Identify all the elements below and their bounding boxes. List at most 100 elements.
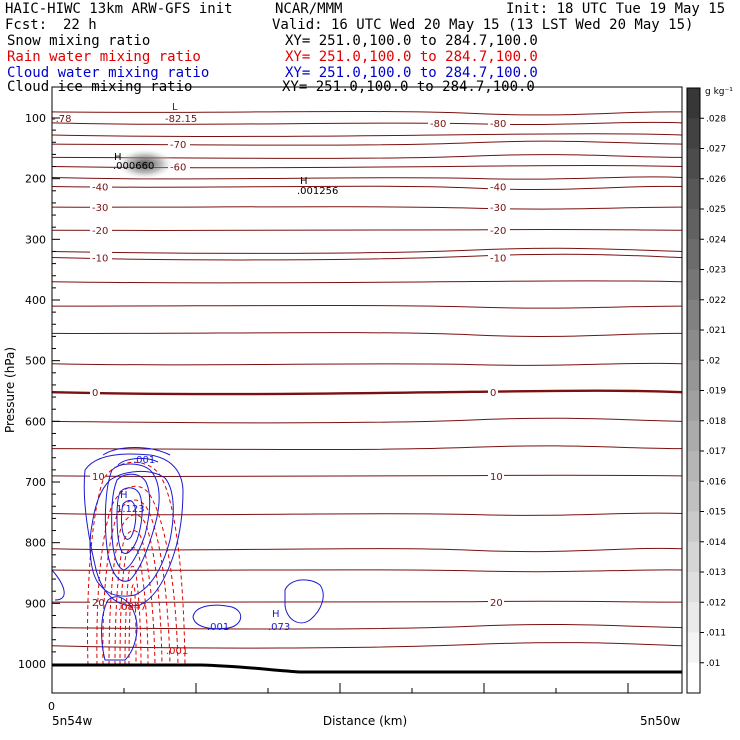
isotherm-label-bg [488,201,510,213]
isotherm-line [51,569,683,573]
isotherm-line [51,512,683,516]
isotherm-label: 10 [490,472,503,483]
y-tick-label: 600 [25,415,46,428]
y-tick-label: 800 [25,537,46,550]
isotherm-label: -80 [430,119,446,130]
colorbar-swatch [687,148,700,180]
isotherm-line [51,624,683,630]
isotherm-label-bg [168,160,190,172]
cw-label-top: .001 [133,455,155,466]
isotherm-label-bg [90,386,100,398]
x-end-location: 5n50w [640,714,681,728]
isotherm-label: -40 [92,183,108,194]
isotherm-line [51,642,683,649]
high-value-cw2: .073 [268,622,290,633]
isotherm-label-bg [488,224,510,236]
isotherm-label: 10 [92,472,105,483]
field-snow-xy: XY= 251.0,100.0 to 284.7,100.0 [285,33,538,49]
init-time: Init: 18 UTC Tue 19 May 15 [506,1,726,17]
colorbar-label: .02 [706,356,720,366]
colorbar-swatch [687,451,700,482]
isotherm-line [51,154,683,159]
colorbar-swatch [687,178,700,210]
colorbar-swatch [687,511,700,543]
colorbar-label: .018 [706,417,726,427]
colorbar-label: .021 [706,326,726,336]
colorbar-label: .026 [706,175,726,185]
isotherm-line [51,206,683,210]
isotherm-line [51,280,683,284]
isotherm-line [51,110,683,116]
isotherm-line [51,417,683,424]
colorbar-swatch [687,602,700,633]
x-axis-label: Distance (km) [323,714,407,728]
colorbar-label: .025 [706,205,726,215]
isotherm-label: -20 [490,226,506,237]
colorbar: .028 .027 .026 .025 .024 .023 .022 .021 .02 .019.… [686,87,726,694]
isotherm-label: -60 [170,163,186,174]
isotherm-line [51,332,683,337]
high-marker-snow: H [300,176,308,187]
cloud-water-contours [51,447,324,661]
cloud-ice-shading [115,148,175,180]
colorbar-label: .027 [706,145,726,155]
colorbar-label: .019 [706,387,726,397]
isotherm-line [51,185,683,190]
isotherm-line [51,304,683,309]
colorbar-label: .012 [706,598,726,608]
isotherm-label: 0 [490,388,496,399]
field-rain-name: Rain water mixing ratio [7,49,201,65]
field-cloudwater-xy: XY= 251.0,100.0 to 284.7,100.0 [285,65,538,81]
isotherm-line [51,389,683,396]
isotherm-line [51,176,683,180]
field-snow-name: Snow mixing ratio [7,33,151,49]
isotherm-line [51,228,683,232]
high-marker-ice: H [114,152,122,163]
annotations: L -82.15 H .000660 H .001256 -.78 H 1.12… [52,102,338,657]
high-marker-cw: H [120,490,128,501]
isotherm-label-bg [90,180,112,192]
colorbar-label: .013 [706,568,726,578]
isotherm-label-bg [90,469,106,481]
colorbar-swatch [687,481,700,512]
colorbar-swatch [687,420,700,452]
isotherm-label: -40 [490,183,506,194]
isotherm-line [51,362,683,366]
colorbar-label: .017 [706,447,726,457]
x-axis-ticks [123,683,629,693]
y-tick-label: 700 [25,476,46,489]
colorbar-swatch [687,541,700,573]
isotherm-label: 20 [92,598,105,609]
colorbar-unit: g kg⁻¹ [705,87,733,97]
colorbar-swatch [687,118,700,149]
colorbar-swatch [687,269,700,301]
y-tick-label: 100 [25,112,46,125]
isotherm-label: -80 [490,119,506,130]
isotherm-label-bg [90,251,112,263]
colorbar-label: .028 [706,114,726,124]
high-value-snow: .001256 [297,186,338,197]
x-tick-zero: 0 [48,700,55,713]
isotherm-label-bg [428,116,450,128]
isotherm-label: -30 [92,203,108,214]
high-value-cw: 1.123 [116,504,145,515]
isotherm-label-bg [168,138,190,150]
colorbar-swatch [687,662,700,694]
isotherm-label-bg [488,116,510,128]
y-tick-label: 400 [25,294,46,307]
colorbar-swatch [687,330,700,361]
isotherm-line [51,133,683,137]
field-rain-xy: XY= 251.0,100.0 to 284.7,100.0 [285,49,538,65]
y-axis-label: Pressure (hPa) [3,347,17,433]
valid-time: Valid: 16 UTC Wed 20 May 15 (13 LST Wed … [272,17,694,33]
isotherm-label: 0 [92,388,98,399]
colorbar-swatch [687,88,700,119]
colorbar-swatch [687,572,700,603]
colorbar-swatch [687,299,700,331]
cw-label-small: .001 [207,622,229,633]
isotherm-label: -70 [170,140,186,151]
isotherm-label-bg [90,201,112,213]
edge-value: -.78 [52,114,72,125]
isotherm-label-bg [488,180,510,192]
rain-label-mid: .0847 [118,602,147,613]
